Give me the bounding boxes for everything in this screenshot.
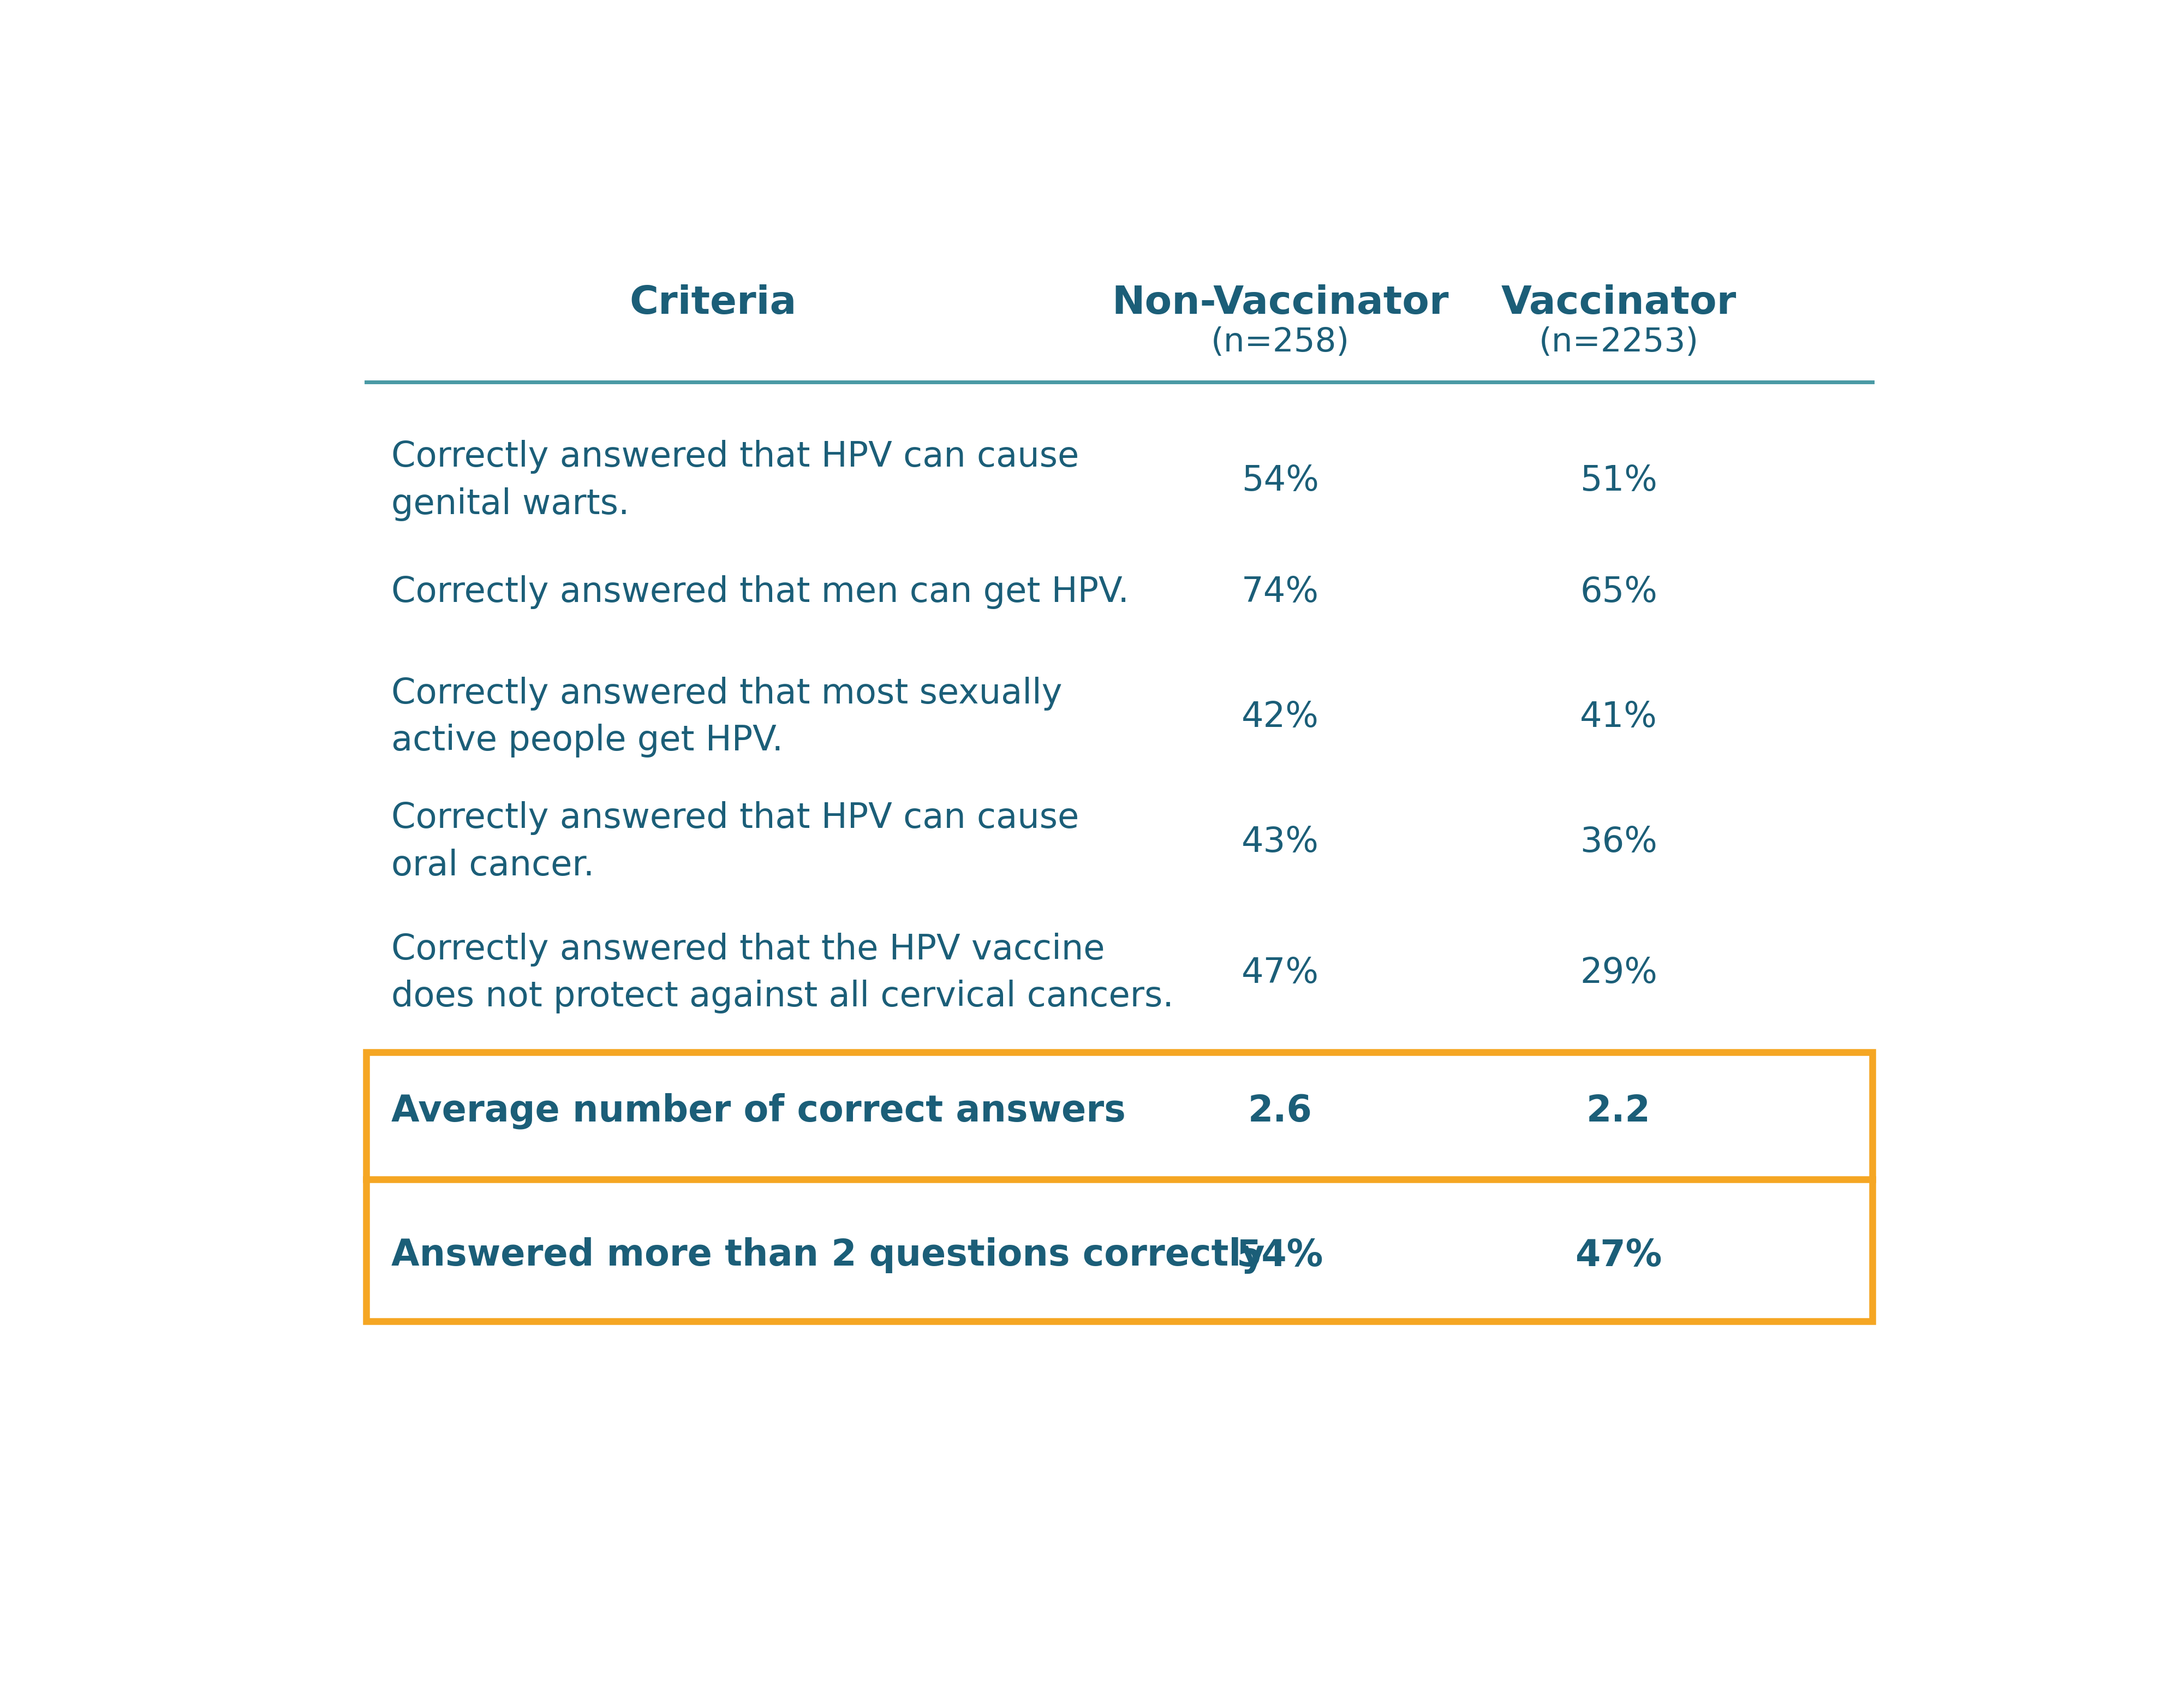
- Text: Correctly answered that HPV can cause
oral cancer.: Correctly answered that HPV can cause or…: [391, 802, 1079, 882]
- Text: 47%: 47%: [1241, 957, 1319, 989]
- Text: Non-Vaccinator: Non-Vaccinator: [1112, 285, 1448, 322]
- Text: 65%: 65%: [1579, 575, 1658, 609]
- Text: Correctly answered that men can get HPV.: Correctly answered that men can get HPV.: [391, 575, 1129, 609]
- Text: Correctly answered that the HPV vaccine
does not protect against all cervical ca: Correctly answered that the HPV vaccine …: [391, 933, 1175, 1013]
- Text: Correctly answered that most sexually
active people get HPV.: Correctly answered that most sexually ac…: [391, 677, 1061, 757]
- Text: Answered more than 2 questions correctly: Answered more than 2 questions correctly: [391, 1237, 1265, 1274]
- Text: 41%: 41%: [1579, 699, 1658, 734]
- Text: 74%: 74%: [1241, 575, 1319, 609]
- Text: (n=2253): (n=2253): [1540, 326, 1699, 358]
- Text: 54%: 54%: [1241, 464, 1319, 498]
- Text: 36%: 36%: [1579, 826, 1658, 858]
- Text: Correctly answered that HPV can cause
genital warts.: Correctly answered that HPV can cause ge…: [391, 440, 1079, 520]
- Text: 47%: 47%: [1575, 1237, 1662, 1274]
- Bar: [367, 1053, 1872, 1320]
- Text: 29%: 29%: [1579, 957, 1658, 989]
- Text: 43%: 43%: [1241, 826, 1319, 858]
- Text: 2.6: 2.6: [1247, 1094, 1313, 1129]
- Text: Average number of correct answers: Average number of correct answers: [391, 1094, 1127, 1129]
- Text: Vaccinator: Vaccinator: [1500, 285, 1736, 322]
- Text: 51%: 51%: [1579, 464, 1658, 498]
- Text: 2.2: 2.2: [1586, 1094, 1651, 1129]
- Text: (n=258): (n=258): [1210, 326, 1350, 358]
- Text: 54%: 54%: [1236, 1237, 1324, 1274]
- Text: Criteria: Criteria: [629, 285, 797, 322]
- Text: 42%: 42%: [1241, 699, 1319, 734]
